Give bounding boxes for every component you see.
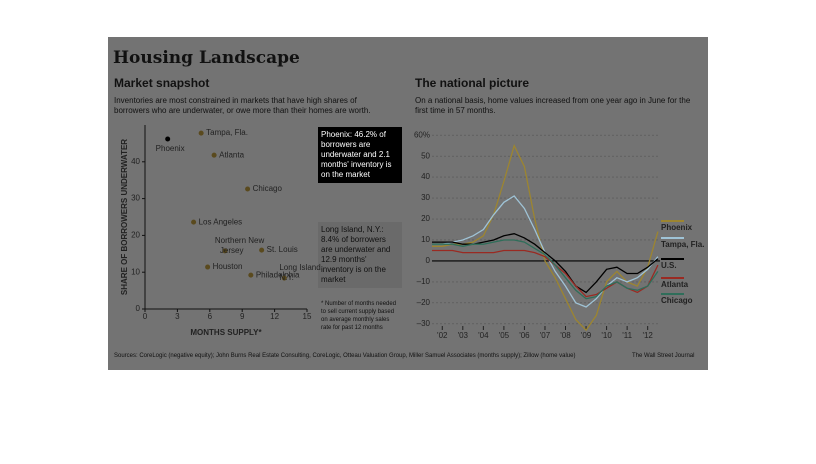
series-line	[432, 249, 659, 298]
footnote: * Number of months needed to sell curren…	[321, 301, 397, 331]
point-label: Northern New Jersey	[215, 236, 265, 255]
infographic	[108, 37, 708, 370]
series-line	[432, 239, 659, 300]
x-tick-label: '04	[478, 331, 489, 340]
y-axis-label: SHARE OF BORROWERS UNDERWATER	[120, 139, 129, 295]
x-tick-label: '02	[437, 331, 448, 340]
chart-title: The national picture	[415, 76, 530, 90]
y-tick-label: 30	[421, 193, 430, 202]
x-tick-label: 3	[175, 312, 180, 321]
chart-title: Market snapshot	[114, 76, 210, 90]
x-tick-label: 9	[240, 312, 245, 321]
y-tick-label: 60%	[414, 130, 430, 139]
x-tick-label: '12	[642, 331, 653, 340]
y-tick-label: 10	[421, 235, 430, 244]
point-label: Long Island, N.Y.	[279, 263, 323, 282]
chart-subtitle: On a national basis, home values increas…	[415, 96, 691, 115]
x-tick-label: '11	[622, 331, 632, 340]
point-label: Chicago	[253, 184, 283, 193]
scatter-point	[211, 152, 217, 158]
chart-subtitle: Inventories are most constrained in mark…	[114, 96, 371, 115]
page-title: Housing Landscape	[113, 48, 300, 68]
scatter-point	[222, 248, 228, 254]
y-tick-label: 20	[421, 214, 430, 223]
x-axis-label: MONTHS SUPPLY*	[190, 328, 262, 337]
x-tick-label: 0	[143, 312, 148, 321]
x-tick-label: '05	[499, 331, 510, 340]
series-line	[432, 233, 659, 294]
x-tick-label: 6	[208, 312, 213, 321]
y-tick-label: 10	[131, 267, 140, 276]
y-tick-label: 0	[426, 256, 431, 265]
y-tick-label: 40	[421, 172, 430, 181]
annotation: Phoenix: 46.2% of borrowers are underwat…	[318, 127, 402, 183]
x-tick-label: '07	[540, 331, 551, 340]
series-line	[432, 143, 659, 332]
point-label: Los Angeles	[199, 217, 243, 226]
scatter-point	[205, 264, 211, 270]
y-tick-label: 40	[131, 157, 140, 166]
legend-label: Tampa, Fla.	[661, 240, 704, 249]
y-tick-label: –10	[417, 277, 431, 286]
point-label: St. Louis	[267, 245, 298, 254]
source: Sources: CoreLogic (negative equity); Jo…	[114, 353, 576, 359]
point-label: Phoenix	[156, 144, 185, 153]
legend-label: Phoenix	[661, 223, 693, 232]
point-label: Atlanta	[219, 150, 244, 159]
scatter-point	[191, 219, 197, 225]
x-tick-label: 12	[270, 312, 279, 321]
point-label: Houston	[213, 262, 243, 271]
y-tick-label: 30	[131, 194, 140, 203]
credit: The Wall Street Journal	[632, 353, 695, 359]
x-tick-label: '09	[581, 331, 592, 340]
x-tick-label: '03	[458, 331, 469, 340]
point-label: Philadelphia	[256, 270, 300, 279]
scatter-point	[259, 247, 265, 253]
x-tick-label: '10	[601, 331, 612, 340]
scatter-point	[245, 186, 251, 192]
x-tick-label: 15	[303, 312, 312, 321]
legend-label: U.S.	[661, 261, 677, 270]
scatter-point	[198, 130, 204, 136]
scatter-point	[281, 275, 287, 281]
annotation: Long Island, N.Y.: 8.4% of borrowers are…	[318, 222, 402, 288]
x-tick-label: '06	[519, 331, 530, 340]
y-tick-label: –20	[417, 298, 431, 307]
y-tick-label: –30	[417, 319, 431, 328]
series-line	[432, 195, 659, 308]
scatter-point	[248, 272, 254, 278]
point-label: Tampa, Fla.	[206, 128, 248, 137]
scatter-point	[165, 136, 171, 142]
y-tick-label: 50	[421, 151, 430, 160]
y-tick-label: 20	[131, 231, 140, 240]
x-tick-label: '08	[560, 331, 571, 340]
legend-label: Atlanta	[661, 280, 689, 289]
y-tick-label: 0	[136, 304, 141, 313]
legend-label: Chicago	[661, 296, 693, 305]
